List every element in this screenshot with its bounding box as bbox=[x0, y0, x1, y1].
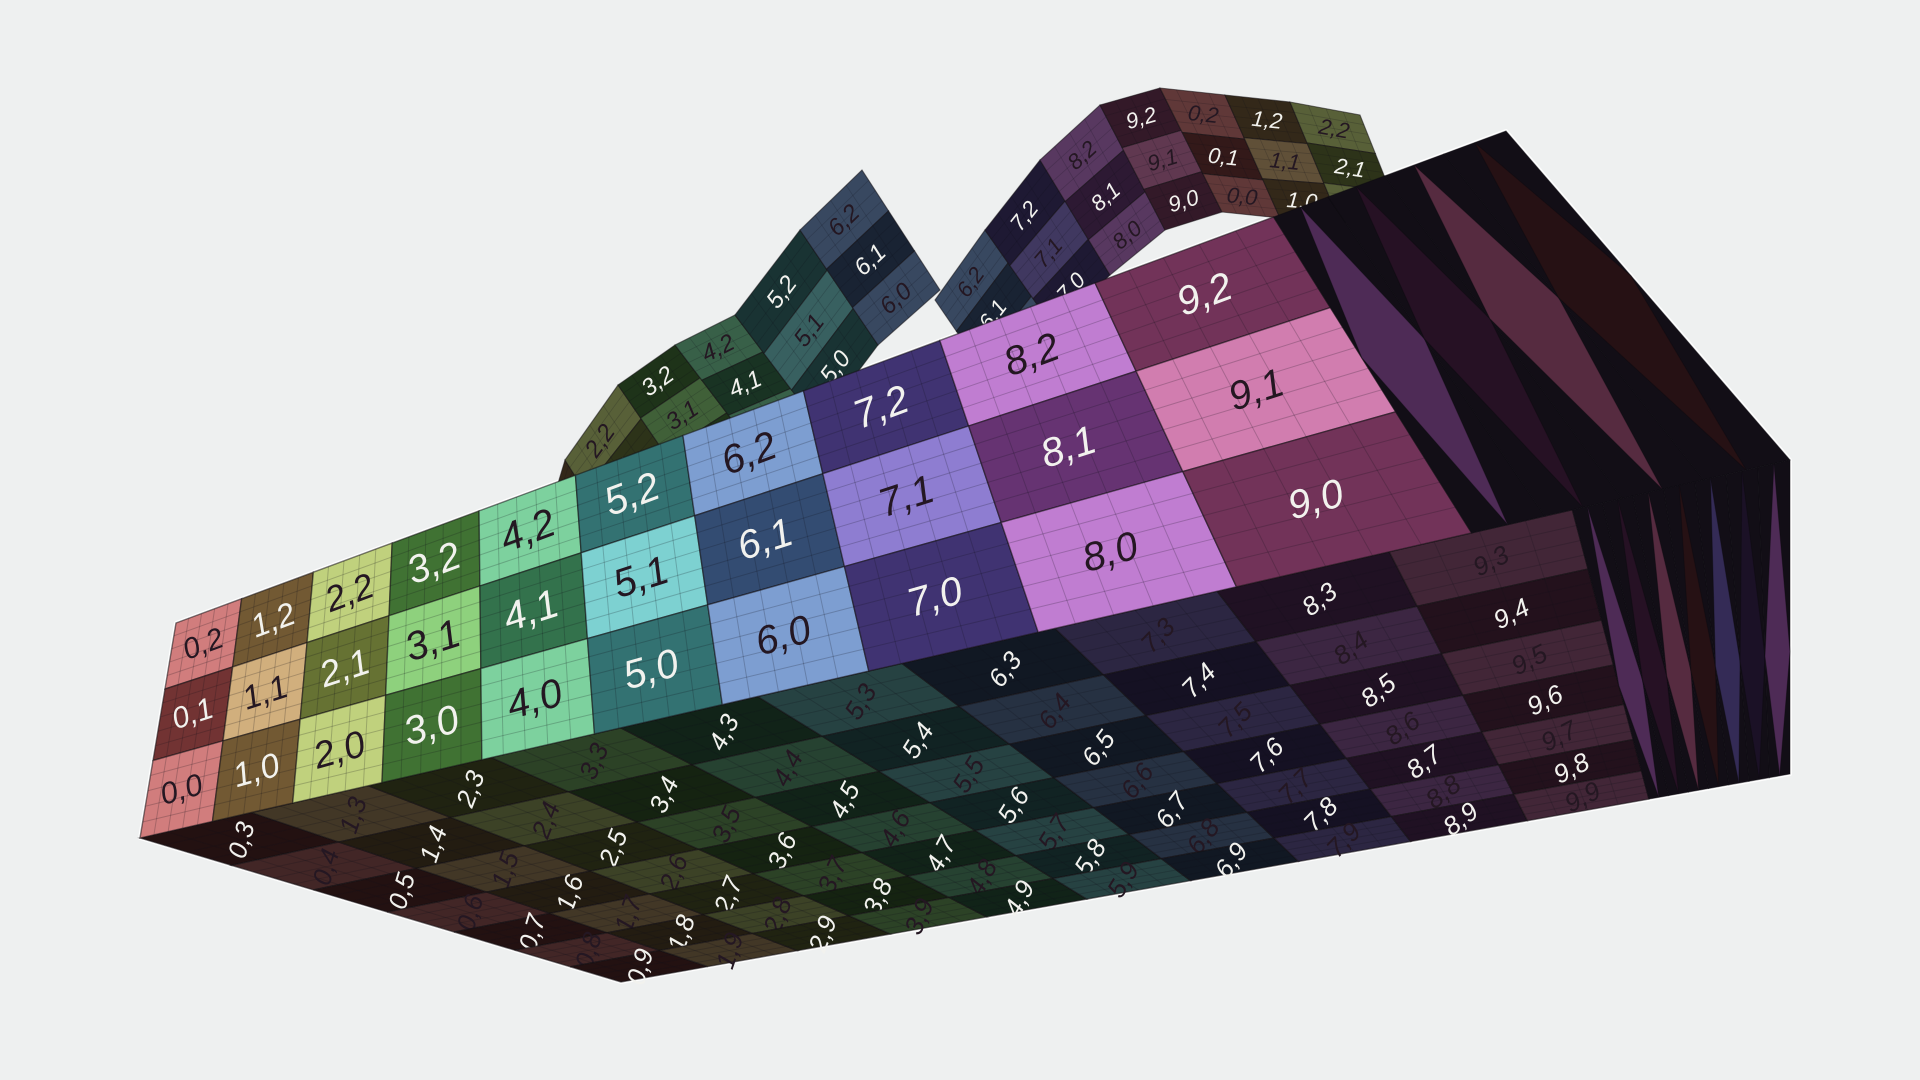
svg-text:1,2: 1,2 bbox=[1251, 106, 1284, 134]
svg-text:0,1: 0,1 bbox=[1207, 143, 1240, 171]
svg-text:0,2: 0,2 bbox=[1187, 100, 1220, 128]
svg-text:1,1: 1,1 bbox=[1269, 147, 1302, 175]
svg-text:2,1: 2,1 bbox=[1332, 153, 1367, 183]
svg-text:0,0: 0,0 bbox=[1226, 182, 1260, 210]
